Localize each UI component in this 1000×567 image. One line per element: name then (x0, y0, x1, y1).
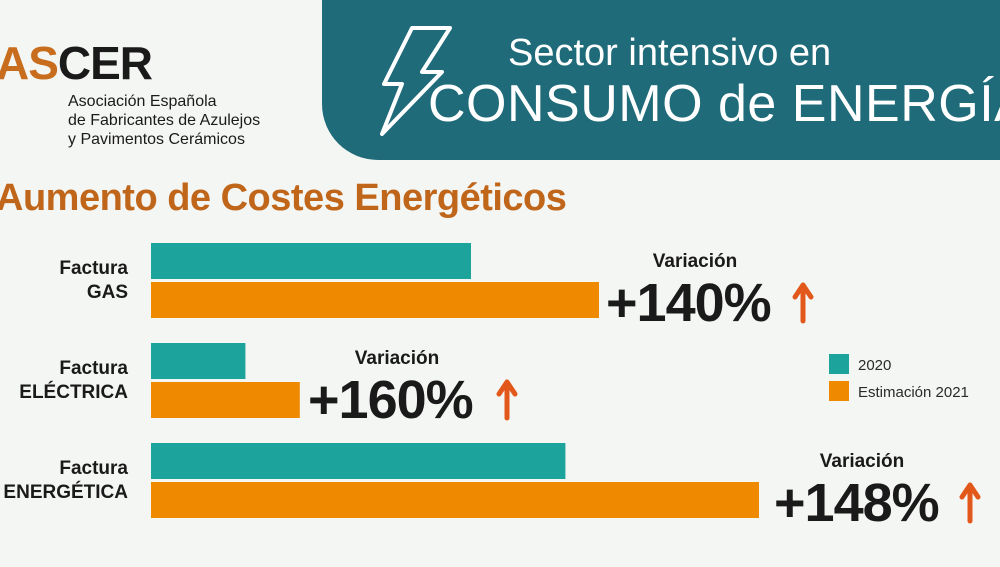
header-banner: Sector intensivo en CONSUMO de ENERGÍA (322, 0, 1000, 160)
category-label-line: GAS (87, 282, 128, 303)
section-title: Aumento de Costes Energéticos (0, 177, 567, 219)
category-label: Factura ENERGÉTICA (3, 458, 128, 503)
variation-title: Variación (653, 251, 738, 272)
variation-value: +140% (606, 273, 771, 333)
bar-2021 (151, 382, 300, 418)
category-label-line: Factura (59, 258, 128, 279)
bar-2020 (151, 343, 246, 379)
variation-title: Variación (355, 348, 440, 369)
logo-mark: ASCER (0, 37, 153, 89)
variation-title: Variación (820, 451, 905, 472)
legend-swatch (829, 381, 849, 401)
banner-line1: Sector intensivo en (508, 32, 832, 74)
logo-subtitle-line: y Pavimentos Cerámicos (68, 131, 245, 148)
logo-subtitle-line: de Fabricantes de Azulejos (68, 112, 261, 129)
category-label-line: Factura (59, 358, 128, 379)
category-label-line: ELÉCTRICA (19, 381, 128, 403)
ascer-logo: ASCER Asociación Española de Fabricantes… (0, 37, 260, 148)
category-label: Factura GAS (59, 258, 128, 303)
lightning-bolt-icon (380, 26, 452, 136)
category-label-line: Factura (59, 458, 128, 479)
banner-line2: CONSUMO de ENERGÍA (428, 75, 1000, 133)
legend-swatch (829, 354, 849, 374)
logo-subtitle-line: Asociación Española (68, 93, 217, 110)
bar-2021 (151, 282, 599, 318)
category-label: Factura ELÉCTRICA (19, 358, 128, 403)
logo-mark-rest: CER (57, 37, 153, 89)
legend-label: 2020 (858, 357, 891, 374)
category-label-line: ENERGÉTICA (3, 481, 128, 503)
up-arrow-icon (792, 282, 814, 324)
up-arrow-icon (959, 482, 981, 524)
bar-2020 (151, 243, 471, 279)
bar-2020 (151, 443, 566, 479)
logo-mark-accent: AS (0, 37, 59, 89)
bar-2021 (151, 482, 759, 518)
variation-value: +160% (308, 370, 473, 430)
up-arrow-icon (496, 379, 518, 421)
logo-subtitle: Asociación Española de Fabricantes de Az… (68, 92, 260, 149)
variation-value: +148% (774, 473, 939, 533)
legend-label: Estimación 2021 (858, 384, 969, 401)
